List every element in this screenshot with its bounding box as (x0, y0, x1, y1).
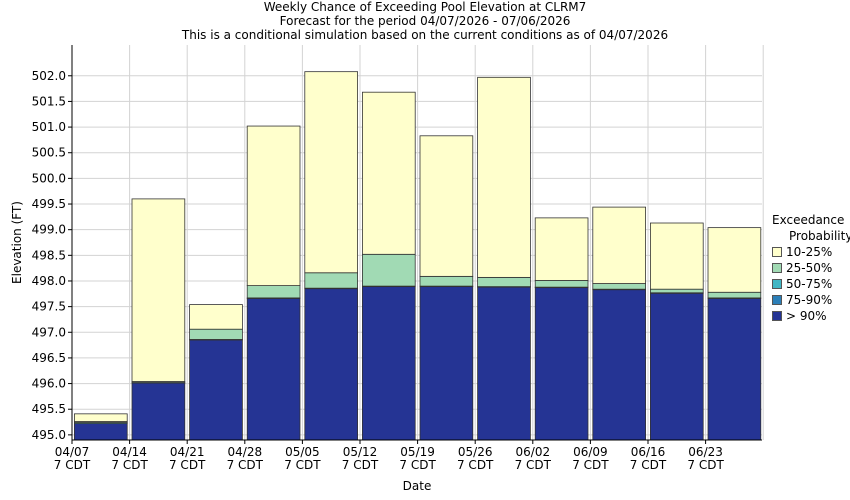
bar-segment-p10 (246, 125, 301, 286)
bar-segment-p10 (650, 222, 704, 290)
x-tick-label-tz: 7 CDT (630, 458, 667, 472)
bar-segment-p90 (592, 289, 646, 441)
bar-segment-p25 (650, 288, 704, 294)
x-tick-label-date: 05/19 (400, 445, 435, 459)
legend-title-1: Exceedance (772, 213, 845, 227)
bar-segment-p10 (707, 227, 762, 293)
y-tick-label: 501.5 (32, 94, 66, 108)
bar-segment-p90 (189, 339, 243, 441)
x-tick-label-tz: 7 CDT (687, 458, 724, 472)
legend-label: 75-90% (786, 293, 833, 307)
x-tick-label-date: 06/23 (688, 445, 723, 459)
bar-segment-p90 (361, 286, 416, 441)
bar-segment-p90 (419, 286, 474, 441)
x-axis-label: Date (403, 479, 432, 493)
x-tick-label-tz: 7 CDT (284, 458, 321, 472)
x-tick-label-tz: 7 CDT (572, 458, 609, 472)
bar-segment-p25 (592, 283, 646, 290)
legend-item: 25-50% (772, 260, 850, 276)
legend-swatch (772, 263, 782, 273)
bar-segment-p10 (131, 198, 186, 382)
bar-segment-p90 (707, 298, 762, 441)
bar-segment-p10 (419, 135, 474, 277)
x-tick-label-tz: 7 CDT (515, 458, 552, 472)
legend: Exceedance Probability 10-25% 25-50% 50-75… (772, 212, 850, 324)
x-tick-label-date: 04/14 (112, 445, 147, 459)
legend-items: 10-25% 25-50% 50-75% 75-90% > 90% (772, 244, 850, 324)
x-tick-label-date: 06/09 (573, 445, 608, 459)
bar-segment-p10 (304, 71, 358, 274)
bar-segment-p25 (534, 280, 589, 288)
y-tick-label: 499.0 (32, 223, 66, 237)
bar-segment-p25 (707, 291, 762, 299)
legend-item: > 90% (772, 308, 850, 324)
legend-title-2: Probability (789, 229, 850, 243)
bar-segment-p25 (419, 275, 474, 287)
legend-label: > 90% (786, 309, 827, 323)
bar-segment-p25 (361, 253, 416, 287)
legend-label: 50-75% (786, 277, 833, 291)
y-tick-label: 496.5 (32, 351, 66, 365)
legend-label: 10-25% (786, 245, 833, 259)
bar-segment-p10 (189, 304, 243, 330)
x-tick-label-tz: 7 CDT (342, 458, 379, 472)
x-tick-label-date: 04/07 (55, 445, 90, 459)
x-tick-label-date: 05/05 (285, 445, 320, 459)
y-axis-label: Elevation (FT) (10, 201, 24, 284)
legend-swatch (772, 279, 782, 289)
x-tick-label-date: 06/02 (516, 445, 551, 459)
y-tick-label: 499.5 (32, 197, 66, 211)
y-tick-label: 498.5 (32, 248, 66, 262)
legend-swatch (772, 247, 782, 257)
x-tick-label-tz: 7 CDT (54, 458, 91, 472)
y-tick-label: 502.0 (32, 69, 66, 83)
bar-segment-p10 (74, 413, 128, 422)
legend-item: 50-75% (772, 276, 850, 292)
legend-swatch (772, 311, 782, 321)
x-tick-label-date: 05/12 (343, 445, 378, 459)
legend-item: 10-25% (772, 244, 850, 260)
x-tick-label-tz: 7 CDT (399, 458, 436, 472)
bar-segment-p90 (304, 288, 358, 441)
y-tick-label: 500.0 (32, 171, 66, 185)
y-tick-label: 497.0 (32, 325, 66, 339)
x-tick-label-tz: 7 CDT (169, 458, 206, 472)
x-tick-label-tz: 7 CDT (457, 458, 494, 472)
legend-item: 75-90% (772, 292, 850, 308)
chart-subtitle-2: This is a conditional simulation based o… (181, 28, 669, 42)
y-tick-label: 495.0 (32, 428, 66, 442)
chart-subtitle-1: Forecast for the period 04/07/2026 - 07/… (279, 14, 571, 28)
x-tick-label-tz: 7 CDT (111, 458, 148, 472)
bar-segment-p90 (74, 423, 128, 441)
x-tick-label-date: 06/16 (631, 445, 666, 459)
bar-segment-p25 (304, 272, 358, 289)
bar-segment-p10 (592, 206, 646, 284)
bar-segment-p25 (477, 276, 531, 288)
bar-segment-p90 (650, 292, 704, 441)
x-tick-label-date: 04/28 (228, 445, 263, 459)
bar-segment-p90 (534, 287, 589, 441)
chart-title-block: Weekly Chance of Exceeding Pool Elevatio… (0, 0, 850, 42)
bar-segment-p90 (246, 298, 301, 441)
bar-segment-p90 (477, 286, 531, 441)
bar-segment-p10 (477, 76, 531, 278)
bar-segment-p25 (246, 285, 301, 299)
legend-label: 25-50% (786, 261, 833, 275)
legend-swatch (772, 295, 782, 305)
bar-segment-p10 (361, 91, 416, 255)
bar-segment-p90 (131, 382, 186, 441)
y-tick-label: 497.5 (32, 300, 66, 314)
y-tick-label: 498.0 (32, 274, 66, 288)
bar-segment-p25 (189, 328, 243, 340)
chart-title: Weekly Chance of Exceeding Pool Elevatio… (263, 0, 587, 14)
x-tick-label-tz: 7 CDT (227, 458, 264, 472)
y-tick-label: 500.5 (32, 146, 66, 160)
x-tick-label-date: 04/21 (170, 445, 205, 459)
y-tick-label: 501.0 (32, 120, 66, 134)
y-tick-label: 496.0 (32, 377, 66, 391)
bar-segment-p10 (534, 217, 589, 281)
y-tick-label: 495.5 (32, 402, 66, 416)
x-tick-label-date: 05/26 (458, 445, 493, 459)
